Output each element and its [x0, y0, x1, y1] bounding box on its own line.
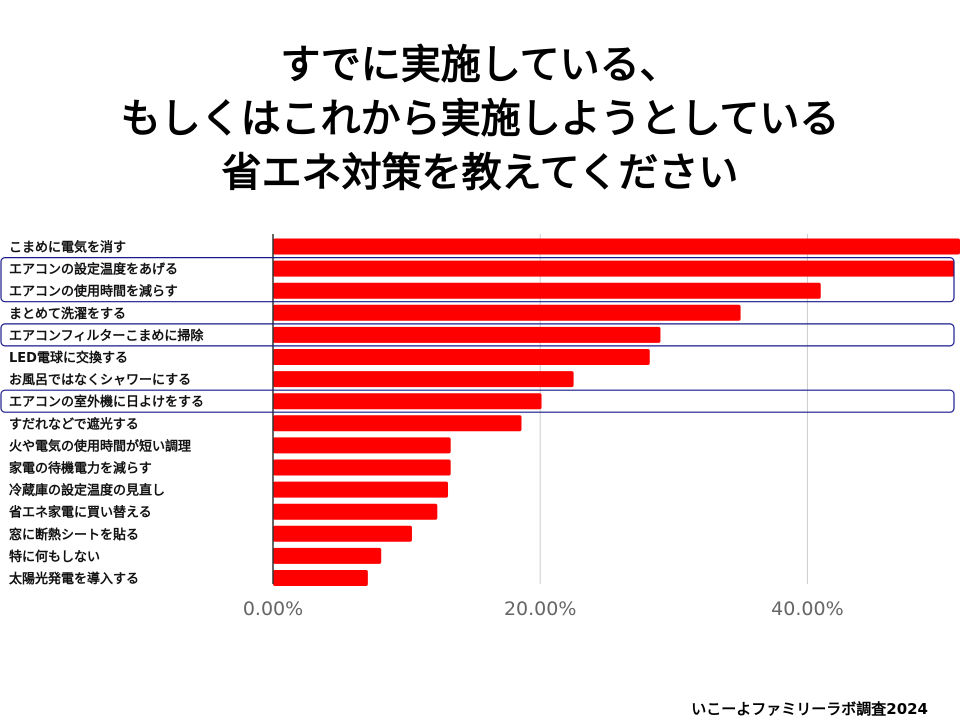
x-tick-label: 0.00% [243, 598, 303, 620]
survey-credit: いこーよファミリーラボ調査2024 [691, 700, 928, 718]
category-label: 窓に断熱シートを貼る [9, 527, 139, 543]
category-label: エアコンフィルターこまめに掃除 [9, 328, 204, 344]
bar [273, 415, 522, 432]
category-label: 家電の待機電力を減らす [9, 461, 152, 477]
bar [273, 282, 821, 299]
x-tick-label: 40.00% [771, 598, 843, 620]
highlight-box [0, 323, 955, 347]
bar [273, 238, 960, 255]
bar [273, 503, 438, 520]
bar [273, 525, 412, 542]
bar [273, 547, 382, 564]
bar [273, 393, 542, 410]
title-line-1: すでに実施している、 [280, 42, 680, 88]
category-label: まとめて洗濯をする [9, 306, 126, 322]
title-line-3: 省エネ対策を教えてください [221, 150, 739, 196]
category-label: エアコンの室外機に日よけをする [9, 394, 204, 410]
bar [273, 459, 451, 476]
category-label: エアコンの使用時間を減らす [9, 284, 178, 300]
category-label: こまめに電気を消す [9, 240, 126, 256]
category-label: 冷蔵庫の設定温度の見直し [9, 483, 165, 499]
bar [273, 349, 650, 365]
category-label: エアコンの設定温度をあげる [9, 262, 178, 278]
category-label: 省エネ家電に買い替える [8, 505, 152, 521]
bar [273, 304, 741, 321]
category-label: すだれなどで遮光する [9, 416, 139, 432]
bar [273, 371, 574, 388]
bar [273, 326, 661, 343]
category-label: お風呂ではなくシャワーにする [9, 373, 191, 388]
highlight-box [0, 257, 955, 303]
bar [273, 260, 955, 277]
highlight-box [0, 389, 955, 413]
category-label: 太陽光発電を導入する [8, 571, 139, 587]
bar [273, 570, 368, 586]
bar [273, 481, 449, 498]
category-label: 火や電気の使用時間が短い調理 [9, 438, 191, 454]
bar [273, 437, 451, 454]
chart-title: すでに実施している、 もしくはこれから実施しようとしている 省エネ対策を教えてく… [0, 38, 960, 200]
category-label: LED電球に交換する [9, 350, 128, 366]
x-tick-label: 20.00% [504, 598, 576, 620]
category-label: 特に何もしない [9, 549, 100, 565]
title-line-2: もしくはこれから実施しようとしている [120, 96, 840, 142]
